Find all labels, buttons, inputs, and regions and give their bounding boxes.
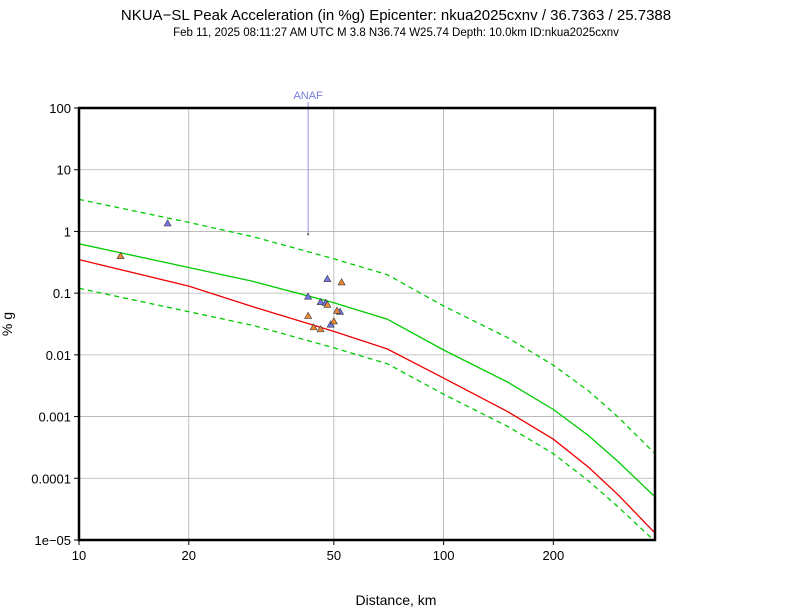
y-tick-label: 100	[49, 101, 71, 116]
data-point-triangle	[304, 292, 313, 300]
x-tick-label: 50	[327, 548, 341, 563]
x-tick-label: 20	[182, 548, 196, 563]
data-point-triangle	[316, 297, 325, 305]
annotation-label: ANAF	[293, 90, 323, 102]
grid	[79, 108, 655, 540]
y-tick-label: 1	[64, 224, 71, 239]
data-point-triangle	[332, 306, 342, 314]
data-point-triangle	[323, 274, 332, 282]
data-point-triangle	[337, 278, 346, 286]
y-tick-label: 0.0001	[31, 471, 71, 486]
annotations: ANAF	[293, 90, 323, 235]
data-point-triangle	[309, 323, 318, 331]
curve-gmpe-median	[79, 243, 655, 498]
data-point-triangle	[316, 325, 325, 333]
data-point-triangle	[304, 311, 313, 319]
x-axis-title: Distance, km	[356, 592, 437, 608]
y-tick-label: 1e−05	[34, 533, 71, 548]
y-tick-label: 0.01	[46, 348, 71, 363]
chart-subtitle: Feb 11, 2025 08:11:27 AM UTC M 3.8 N36.7…	[173, 27, 619, 39]
y-tick-label: 0.001	[38, 410, 71, 425]
data-point-triangle	[323, 300, 332, 308]
data-point-triangle	[116, 251, 125, 259]
data-point-triangle	[329, 317, 338, 325]
plot-frame	[77, 106, 657, 542]
curve-gmpe-1-sigma	[79, 287, 655, 540]
x-tick-label: 100	[433, 548, 455, 563]
curve-gmpe-1-sigma	[79, 198, 655, 455]
tick-labels: 10 20 50 100 200 100 10 1 0.1 0.01 0.001 0.0001 1e−0…	[31, 101, 564, 563]
x-tick-label: 200	[543, 548, 565, 563]
data-point-triangle	[163, 219, 172, 227]
y-tick-label: 0.1	[53, 286, 71, 301]
curves	[79, 198, 655, 540]
chart-title: NKUA−SL Peak Acceleration (in %g) Epicen…	[121, 7, 671, 24]
data-point-dot	[306, 233, 310, 236]
x-tick-label: 10	[72, 548, 86, 563]
data-points	[116, 219, 346, 333]
curve-reference	[79, 258, 655, 534]
y-tick-label: 10	[57, 163, 71, 178]
y-axis-title: % g	[0, 312, 15, 336]
